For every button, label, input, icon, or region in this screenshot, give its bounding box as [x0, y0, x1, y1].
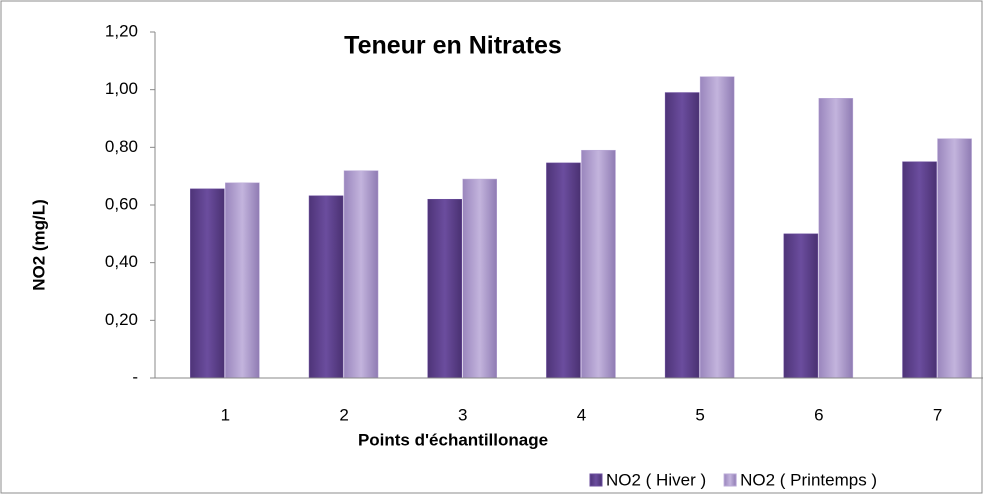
bar [225, 182, 260, 379]
bar [546, 162, 581, 379]
y-axis-label: NO2 (mg/L) [29, 199, 48, 291]
x-tick-label: 6 [814, 405, 823, 424]
legend-swatch [723, 473, 737, 487]
y-tick-label: 0,40 [105, 252, 138, 271]
bar [902, 161, 937, 379]
x-tick-label: 7 [933, 405, 942, 424]
y-tick-label: 1,00 [105, 79, 138, 98]
legend-label: NO2 ( Hiver ) [606, 470, 706, 489]
bar [937, 138, 972, 379]
bar [190, 188, 225, 379]
y-tick-label: 0,20 [105, 310, 138, 329]
x-tick-label: 4 [577, 405, 586, 424]
bar [581, 149, 616, 379]
x-tick-label: 2 [339, 405, 348, 424]
bar [783, 233, 819, 379]
y-tick-label: 0,60 [105, 194, 138, 213]
y-tick-label: 0,80 [105, 137, 138, 156]
bar [427, 198, 462, 379]
chart-title: Teneur en Nitrates [344, 32, 562, 60]
bar [664, 92, 700, 379]
y-tick-label: 1,20 [105, 21, 138, 40]
x-tick-label: 5 [695, 405, 704, 424]
bar [699, 76, 735, 379]
bar [343, 170, 379, 379]
bar [308, 195, 344, 379]
x-axis-label: Points d'échantillonage [358, 430, 548, 449]
bar [818, 98, 854, 379]
x-tick-label: 1 [221, 405, 230, 424]
x-tick-label: 3 [458, 405, 467, 424]
bar [462, 178, 497, 379]
legend-label: NO2 ( Printemps ) [740, 470, 877, 489]
y-tick-label: - [132, 367, 138, 386]
legend-swatch [589, 473, 603, 487]
